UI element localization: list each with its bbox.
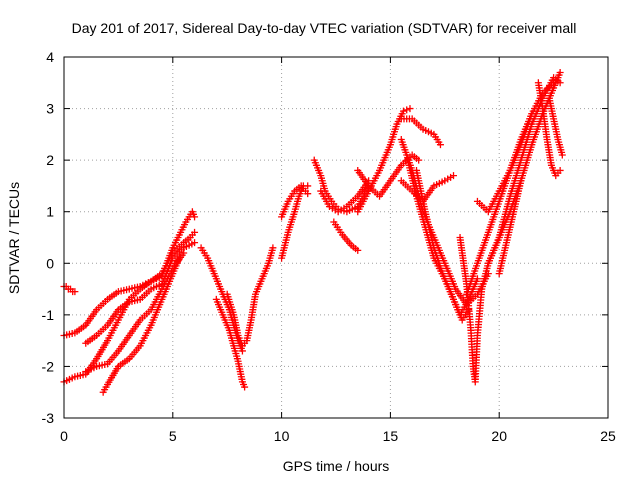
plot-frame <box>63 56 609 419</box>
data-point <box>191 239 199 247</box>
data-series <box>317 177 373 216</box>
data-series <box>354 151 423 200</box>
data-point <box>354 246 362 254</box>
data-point <box>403 106 411 114</box>
data-series <box>278 182 312 221</box>
data-point <box>304 190 312 198</box>
data-series <box>354 105 414 216</box>
data-point <box>450 172 458 180</box>
x-axis-label: GPS time / hours <box>283 458 390 474</box>
data-series <box>60 282 79 296</box>
data-point <box>436 141 444 149</box>
y-tick-label: 1 <box>46 204 54 220</box>
data-points <box>60 68 566 396</box>
y-tick-label: 0 <box>46 255 54 271</box>
y-axis-label: SDTVAR / TECUs <box>6 182 22 294</box>
data-point <box>269 244 277 252</box>
y-tick-label: -2 <box>42 358 55 374</box>
x-tick-label: 5 <box>169 428 177 444</box>
data-point <box>71 288 79 296</box>
data-series <box>60 208 199 339</box>
x-tick-label: 25 <box>600 428 616 444</box>
y-tick-label: -1 <box>42 307 55 323</box>
data-point <box>191 228 199 236</box>
x-tick-label: 15 <box>383 428 399 444</box>
data-point <box>406 105 414 113</box>
y-tick-label: -3 <box>42 410 55 426</box>
data-series <box>330 218 362 254</box>
data-point <box>241 383 249 391</box>
data-point <box>180 249 188 257</box>
data-series <box>397 172 458 205</box>
data-point <box>304 182 312 190</box>
data-series <box>223 244 277 350</box>
y-tick-label: 3 <box>46 101 54 117</box>
data-series <box>545 94 566 159</box>
data-point <box>556 68 564 76</box>
data-point <box>175 254 183 262</box>
chart-title: Day 201 of 2017, Sidereal Day-to-day VTE… <box>72 20 577 36</box>
data-point <box>191 213 199 221</box>
data-point <box>558 151 566 159</box>
data-series <box>397 115 444 149</box>
data-series <box>413 166 481 319</box>
data-point <box>556 166 564 174</box>
x-tick-label: 0 <box>60 428 68 444</box>
x-tick-label: 20 <box>491 428 507 444</box>
y-tick-label: 2 <box>46 152 54 168</box>
data-point <box>399 107 407 115</box>
grid <box>64 57 608 418</box>
x-tick-label: 10 <box>274 428 290 444</box>
data-series <box>99 254 183 396</box>
data-series <box>534 79 564 180</box>
axis-ticks: 0 5 10 15 20 25 -3 -2 -1 0 1 2 3 4 <box>42 49 616 444</box>
y-tick-label: 4 <box>46 49 54 65</box>
data-series <box>212 295 249 391</box>
data-point <box>415 156 423 164</box>
